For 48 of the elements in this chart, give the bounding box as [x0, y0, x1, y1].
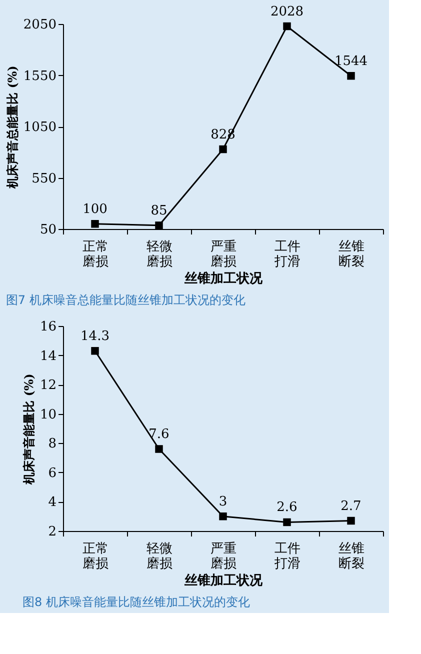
y-tick-label: 12 [40, 378, 56, 394]
x-tick-label: 工件打滑 [274, 542, 300, 572]
data-label: 2.6 [276, 500, 298, 516]
point [219, 512, 227, 520]
x-tick-label: 严重磨损 [210, 240, 236, 270]
y-tick-label: 50 [40, 222, 56, 238]
data-label: 100 [82, 202, 108, 217]
point [155, 445, 163, 453]
x-tick-label: 轻微磨损 [146, 240, 172, 270]
x-tick-label: 正常磨损 [82, 542, 108, 572]
data-label: 3 [218, 494, 228, 510]
y-tick-label: 550 [32, 171, 56, 186]
y-tick-label: 16 [40, 320, 56, 334]
y-tick-label: 1550 [23, 68, 56, 84]
x-tick-label: 正常磨损 [82, 240, 108, 270]
point [283, 22, 291, 30]
x-tick-label: 丝锥断裂 [338, 240, 364, 270]
x-axis-title: 丝锥加工状况 [184, 572, 264, 588]
y-axis-title: 机床声音能量比 (%) [22, 374, 36, 486]
y-tick-label: 6 [48, 466, 56, 481]
point [347, 72, 355, 80]
y-axis-title: 机床声音总能量比 (%) [5, 66, 20, 190]
point [283, 518, 291, 526]
x-tick-label: 工件打滑 [274, 240, 300, 270]
data-label: 85 [150, 203, 168, 218]
y-tick-label: 8 [48, 436, 56, 452]
y-tick-label: 2 [48, 524, 56, 540]
y-tick-label: 10 [40, 407, 56, 422]
data-label: 2028 [270, 4, 304, 20]
data-label: 14.3 [80, 328, 110, 344]
point [91, 347, 99, 355]
y-tick-label: 4 [48, 495, 56, 510]
point [347, 516, 355, 525]
data-label: 2.7 [340, 498, 362, 514]
point [219, 145, 227, 154]
point [91, 220, 99, 228]
y-tick-label: 1050 [23, 120, 56, 135]
x-tick-label: 丝锥断裂 [338, 542, 364, 572]
x-tick-label: 轻微磨损 [146, 542, 172, 572]
x-tick-label: 严重磨损 [210, 542, 236, 572]
y-tick-label: 14 [40, 348, 56, 364]
data-label: 7.6 [148, 427, 170, 442]
x-axis-title: 丝锥加工状况 [184, 270, 264, 286]
data-label: 1544 [334, 54, 368, 69]
caption: 图7 机床噪音总能量比随丝锥加工状况的变化 [6, 293, 246, 307]
point [155, 222, 163, 230]
y-tick-label: 2050 [23, 18, 56, 32]
caption: 图8 机床噪音能量比随丝锥加工状况的变化 [22, 595, 250, 609]
